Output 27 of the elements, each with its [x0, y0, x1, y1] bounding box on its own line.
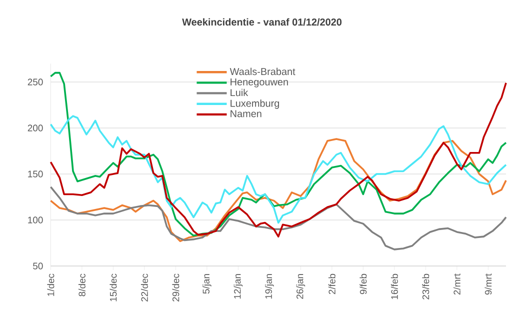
x-tick-label: 15/dec — [110, 274, 117, 302]
x-tick-label: 2/feb — [328, 274, 336, 294]
legend-label: Luik — [230, 88, 248, 96]
x-tick-label: 1/dec — [47, 274, 54, 296]
x-tick-label: 2/mrt — [453, 274, 460, 295]
legend-label: Henegouwen — [230, 78, 288, 88]
x-tick-label: 9/feb — [360, 274, 367, 294]
x-tick-label: 26/jan — [296, 274, 306, 299]
x-tick-label: 19/jan — [265, 274, 274, 299]
y-tick-label: 250 — [28, 78, 43, 86]
x-tick-label: 12/jan — [234, 274, 243, 299]
x-tick-label: 16/feb — [390, 274, 398, 300]
legend-label: Namen — [230, 110, 262, 118]
line-series — [50, 138, 507, 242]
chart-title: Weekincidentie - vanaf 01/12/2020 — [182, 18, 342, 26]
x-tick-label: 22/dec — [140, 274, 148, 302]
x-tick-label: 9/mrt — [484, 274, 492, 295]
legend-label: Luxemburg — [230, 100, 280, 109]
legend-label: Waals-Brabant — [230, 68, 296, 76]
x-tick-label: 8/dec — [78, 274, 86, 296]
x-tick-label: 5/jan — [202, 274, 212, 294]
x-tick-label: 29/dec — [172, 274, 180, 302]
y-tick-label: 200 — [28, 124, 43, 132]
x-tick-label: 23/feb — [422, 274, 430, 300]
y-tick-label: 100 — [28, 216, 43, 224]
y-tick-label: 150 — [28, 170, 43, 178]
y-tick-label: 50 — [33, 262, 43, 270]
